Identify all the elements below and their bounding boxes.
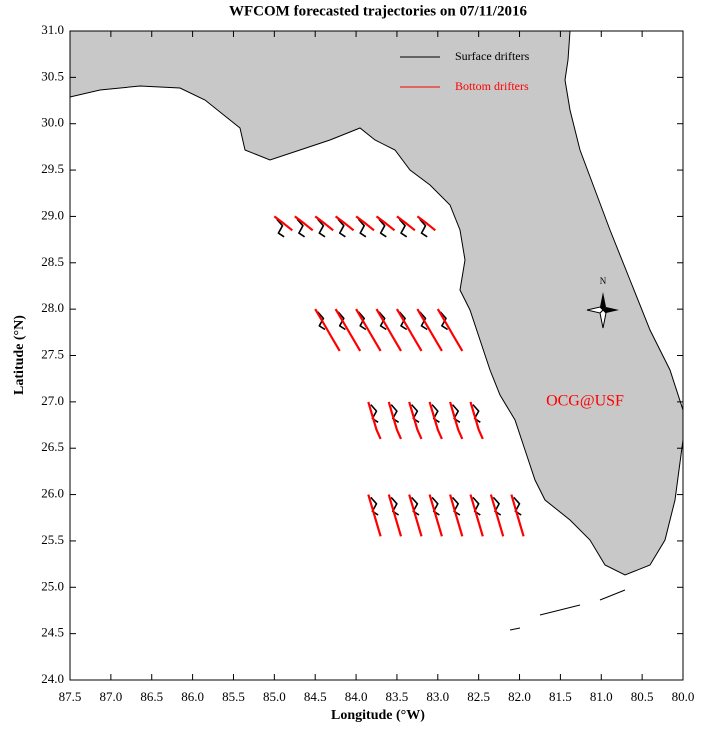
y-tick-label: 25.5: [41, 532, 64, 547]
x-tick-label: 84.5: [304, 689, 327, 704]
y-axis-label: Latitude (°N): [12, 315, 27, 395]
y-tick-label: 30.5: [41, 68, 64, 83]
x-tick-label: 86.5: [140, 689, 163, 704]
x-tick-label: 87.5: [59, 689, 82, 704]
trajectory: [273, 215, 525, 537]
y-tick-label: 31.0: [41, 22, 64, 37]
annotation: OCG@USF: [546, 393, 624, 410]
legend-label: Surface drifters: [455, 49, 530, 63]
x-tick-label: 81.0: [590, 689, 613, 704]
y-tick-label: 24.0: [41, 671, 64, 686]
x-tick-label: 82.5: [467, 689, 490, 704]
y-tick-label: 26.0: [41, 486, 64, 501]
x-tick-label: 84.0: [345, 689, 368, 704]
x-tick-label: 86.0: [181, 689, 204, 704]
chart-title: WFCOM forecasted trajectories on 07/11/2…: [229, 3, 527, 19]
trajectory: [276, 218, 522, 516]
y-tick-label: 28.0: [41, 300, 64, 315]
compass: N: [586, 276, 619, 329]
x-tick-label: 83.0: [426, 689, 449, 704]
legend-label: Bottom drifters: [455, 79, 529, 93]
x-tick-label: 82.0: [508, 689, 531, 704]
x-axis-label: Longitude (°W): [331, 708, 425, 723]
x-tick-label: 87.0: [99, 689, 122, 704]
keys: [509, 589, 626, 631]
y-tick-label: 27.5: [41, 346, 64, 361]
y-tick-label: 24.5: [41, 625, 64, 640]
x-tick-label: 83.5: [386, 689, 409, 704]
x-tick-label: 85.5: [222, 689, 245, 704]
y-tick-label: 29.5: [41, 161, 64, 176]
svg-text:N: N: [600, 276, 607, 286]
y-tick-label: 25.0: [41, 578, 64, 593]
y-tick-label: 28.5: [41, 254, 64, 269]
x-tick-label: 80.0: [672, 689, 695, 704]
x-tick-label: 80.5: [631, 689, 654, 704]
y-tick-label: 29.0: [41, 207, 64, 222]
x-tick-label: 85.0: [263, 689, 286, 704]
plot-area: N: [69, 30, 684, 631]
y-tick-label: 26.5: [41, 439, 64, 454]
y-tick-label: 30.0: [41, 115, 64, 130]
land: [69, 30, 684, 576]
y-tick-label: 27.0: [41, 393, 64, 408]
x-tick-label: 81.5: [549, 689, 572, 704]
